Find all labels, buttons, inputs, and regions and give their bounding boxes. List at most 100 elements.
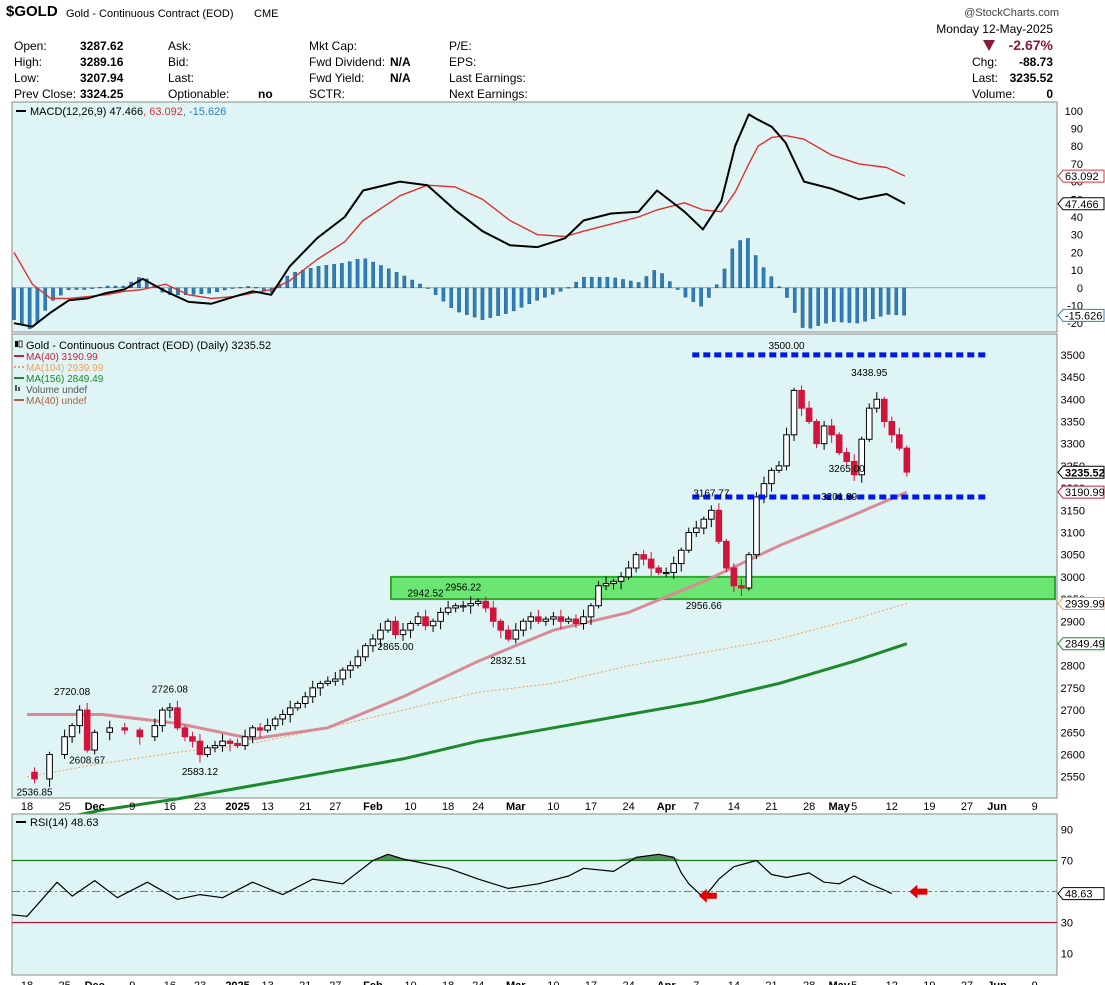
macd-histogram-bar: [504, 287, 508, 314]
candle-body: [354, 656, 362, 667]
macd-histogram-bar: [886, 287, 891, 315]
macd-histogram-bar: [426, 287, 430, 289]
price-annotation: 2608.67: [69, 756, 106, 767]
legend-entry: Volume undef: [26, 385, 87, 396]
macd-value-tag: -15.626: [1065, 310, 1102, 322]
rsi-value-tag-box: [1057, 887, 1105, 901]
macd-histogram-bar: [800, 287, 805, 328]
candle-body: [106, 727, 114, 733]
x-tick-label: 12: [886, 980, 898, 985]
price-y-tick-label: 2700: [1061, 705, 1085, 717]
macd-value-tag-box: [1057, 308, 1105, 322]
macd-value-tag-box: [1057, 197, 1105, 211]
macd-histogram-bar: [51, 287, 55, 301]
x-tick-label: 28: [803, 980, 815, 985]
field-label: Fwd Dividend:: [309, 55, 386, 69]
candle-body: [309, 687, 317, 698]
rsi-panel-frame: [11, 813, 1058, 976]
candle-body: [474, 600, 482, 605]
field-value: no: [258, 87, 273, 101]
candle-body: [196, 740, 204, 755]
macd-value-tag-box: [1057, 169, 1105, 183]
macd-histogram-bar: [480, 287, 485, 320]
macd-histogram-bar: [753, 255, 758, 288]
macd-histogram-bar: [605, 276, 610, 288]
candle-body: [535, 616, 542, 622]
legend-entry: MA(104) 2939.99: [26, 363, 104, 374]
x-tick-label: 21: [765, 980, 777, 985]
price-y-tick-label: 3150: [1061, 505, 1085, 517]
macd-histogram-bar: [262, 287, 266, 291]
price-y-tick-label: 3100: [1061, 527, 1085, 539]
macd-histogram-bar: [410, 279, 414, 288]
macd-histogram-bar: [465, 287, 469, 315]
macd-line: [13, 113, 906, 328]
macd-histogram-bar: [777, 286, 781, 288]
candle-body: [219, 740, 226, 747]
macd-histogram-bar: [808, 287, 813, 329]
x-tick-label: Feb: [363, 980, 383, 985]
macd-histogram-bar: [199, 287, 204, 295]
macd-histogram-bar: [215, 287, 219, 293]
rsi-overbought-fill: [658, 854, 674, 861]
x-tick-label: 28: [803, 801, 815, 813]
macd-panel: 1009080706050403020100-10-20MACD(12,26,9…: [11, 101, 1105, 333]
macd-y-tick-label: 70: [1071, 159, 1083, 171]
macd-histogram-bar: [238, 286, 243, 289]
macd-histogram-bar: [363, 258, 368, 288]
field-label: Chg:: [972, 55, 998, 69]
x-tick-label: 13: [262, 980, 274, 985]
price-panel-frame: [11, 333, 1058, 799]
macd-histogram-bar: [20, 287, 24, 325]
macd-histogram-bar: [386, 268, 391, 288]
field-label: Last:: [972, 71, 999, 85]
macd-histogram-bar: [824, 287, 828, 324]
field-value: 3235.52: [1009, 71, 1053, 85]
candle-body: [520, 620, 527, 631]
x-tick-label: 16: [164, 801, 176, 813]
macd-histogram-bar: [746, 238, 750, 288]
price-value-tag: 2939.99: [1065, 599, 1105, 611]
x-tick-label: 21: [765, 801, 777, 813]
candle-body: [316, 682, 324, 689]
macd-legend-text: MACD(12,26,9) 47.466, 63.092, -15.626: [30, 106, 226, 118]
x-tick-label: 19: [923, 980, 935, 985]
macd-y-tick-label: 40: [1071, 212, 1083, 224]
x-tick-label: 24: [472, 980, 484, 985]
macd-histogram-bar: [597, 276, 602, 288]
candle-body: [241, 736, 249, 747]
macd-histogram-bar: [511, 287, 516, 312]
x-tick-label: 9: [1032, 801, 1038, 813]
rsi-overbought-fill: [613, 857, 637, 861]
candle-body: [820, 425, 828, 445]
price-y-tick-label: 2800: [1061, 661, 1085, 673]
x-tick-label: 19: [923, 801, 935, 813]
macd-y-tick-label: 80: [1071, 141, 1083, 153]
macd-histogram-bar: [254, 287, 258, 289]
legend-volume-icon: [15, 385, 17, 391]
candle-body: [625, 567, 632, 578]
candle-body: [662, 571, 670, 575]
macd-histogram-bar: [582, 276, 586, 288]
candle-body: [437, 611, 444, 622]
macd-histogram-bar: [191, 287, 196, 295]
macd-histogram-bar: [589, 276, 594, 288]
candle-body: [384, 620, 392, 631]
legend-candle-icon: [18, 340, 23, 348]
x-tick-label: 27: [961, 801, 973, 813]
x-tick-label: Dec: [85, 980, 105, 985]
macd-y-tick-label: 30: [1071, 230, 1083, 242]
candle-body: [677, 549, 685, 565]
candle-body: [685, 531, 693, 551]
macd-histogram-bar: [90, 287, 94, 289]
candle-body: [790, 389, 798, 436]
macd-histogram-bar: [332, 264, 336, 288]
macd-signal-line: [13, 134, 906, 300]
candle-body: [843, 452, 850, 462]
candle-body: [708, 509, 715, 520]
quote-date: Monday 12-May-2025: [936, 22, 1053, 36]
candle-body: [332, 678, 339, 682]
x-tick-label: 14: [728, 980, 740, 985]
rsi-panel: 90 70 30 10 RSI(14) 48.63 18 25 Dec 9 16 23 2025 13 2…: [11, 813, 1105, 985]
macd-histogram-bar: [144, 278, 149, 288]
